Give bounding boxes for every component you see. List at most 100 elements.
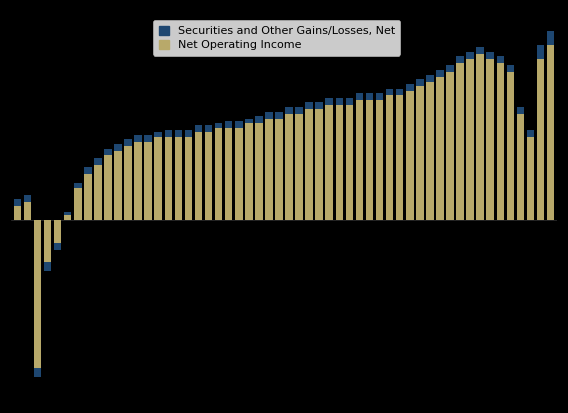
Bar: [114, 151, 122, 220]
Bar: [306, 102, 313, 109]
Bar: [517, 107, 524, 114]
Bar: [325, 98, 333, 105]
Bar: [315, 102, 323, 109]
Bar: [507, 66, 514, 72]
Bar: [165, 137, 172, 220]
Bar: [124, 146, 132, 220]
Bar: [507, 72, 514, 220]
Bar: [386, 88, 394, 95]
Bar: [456, 56, 464, 63]
Bar: [416, 86, 424, 220]
Bar: [517, 114, 524, 220]
Bar: [356, 93, 363, 100]
Bar: [235, 121, 243, 128]
Bar: [275, 112, 283, 119]
Bar: [225, 121, 232, 128]
Bar: [486, 59, 494, 220]
Bar: [205, 133, 212, 220]
Bar: [285, 107, 293, 114]
Bar: [215, 128, 223, 220]
Bar: [54, 220, 61, 243]
Bar: [376, 93, 383, 100]
Bar: [325, 105, 333, 220]
Bar: [345, 105, 353, 220]
Bar: [215, 123, 223, 128]
Bar: [174, 137, 182, 220]
Bar: [225, 128, 232, 220]
Bar: [255, 116, 262, 123]
Bar: [44, 220, 51, 262]
Bar: [456, 63, 464, 220]
Bar: [64, 216, 72, 220]
Bar: [406, 91, 414, 220]
Bar: [295, 114, 303, 220]
Bar: [345, 98, 353, 105]
Bar: [265, 112, 273, 119]
Bar: [285, 114, 293, 220]
Bar: [336, 98, 343, 105]
Bar: [537, 59, 544, 220]
Bar: [527, 137, 534, 220]
Bar: [486, 52, 494, 59]
Bar: [24, 195, 31, 202]
Bar: [174, 130, 182, 137]
Bar: [496, 63, 504, 220]
Bar: [144, 142, 152, 220]
Bar: [386, 95, 394, 220]
Bar: [94, 158, 102, 165]
Bar: [496, 56, 504, 63]
Bar: [185, 130, 192, 137]
Bar: [195, 133, 202, 220]
Bar: [275, 119, 283, 220]
Bar: [104, 155, 112, 220]
Bar: [14, 206, 21, 220]
Bar: [135, 135, 142, 142]
Bar: [135, 142, 142, 220]
Bar: [396, 95, 403, 220]
Bar: [406, 84, 414, 91]
Bar: [154, 137, 162, 220]
Bar: [446, 72, 454, 220]
Bar: [14, 199, 21, 206]
Legend: Securities and Other Gains/Losses, Net, Net Operating Income: Securities and Other Gains/Losses, Net, …: [153, 20, 400, 56]
Bar: [124, 139, 132, 146]
Bar: [336, 105, 343, 220]
Bar: [94, 165, 102, 220]
Bar: [144, 135, 152, 142]
Bar: [24, 202, 31, 220]
Bar: [426, 82, 433, 220]
Bar: [104, 149, 112, 155]
Bar: [306, 109, 313, 220]
Bar: [426, 75, 433, 82]
Bar: [84, 167, 91, 174]
Bar: [527, 130, 534, 137]
Bar: [477, 54, 484, 220]
Bar: [295, 107, 303, 114]
Bar: [74, 183, 82, 188]
Bar: [64, 212, 72, 216]
Bar: [446, 66, 454, 72]
Bar: [74, 188, 82, 220]
Bar: [436, 77, 444, 220]
Bar: [195, 126, 202, 133]
Bar: [245, 123, 253, 220]
Bar: [366, 93, 373, 100]
Bar: [547, 31, 554, 45]
Bar: [235, 128, 243, 220]
Bar: [376, 100, 383, 220]
Bar: [356, 100, 363, 220]
Bar: [165, 130, 172, 137]
Bar: [205, 126, 212, 133]
Bar: [366, 100, 373, 220]
Bar: [54, 243, 61, 250]
Bar: [185, 137, 192, 220]
Bar: [396, 88, 403, 95]
Bar: [466, 59, 474, 220]
Bar: [436, 70, 444, 77]
Bar: [416, 79, 424, 86]
Bar: [265, 119, 273, 220]
Bar: [245, 119, 253, 123]
Bar: [84, 174, 91, 220]
Bar: [466, 52, 474, 59]
Bar: [477, 47, 484, 54]
